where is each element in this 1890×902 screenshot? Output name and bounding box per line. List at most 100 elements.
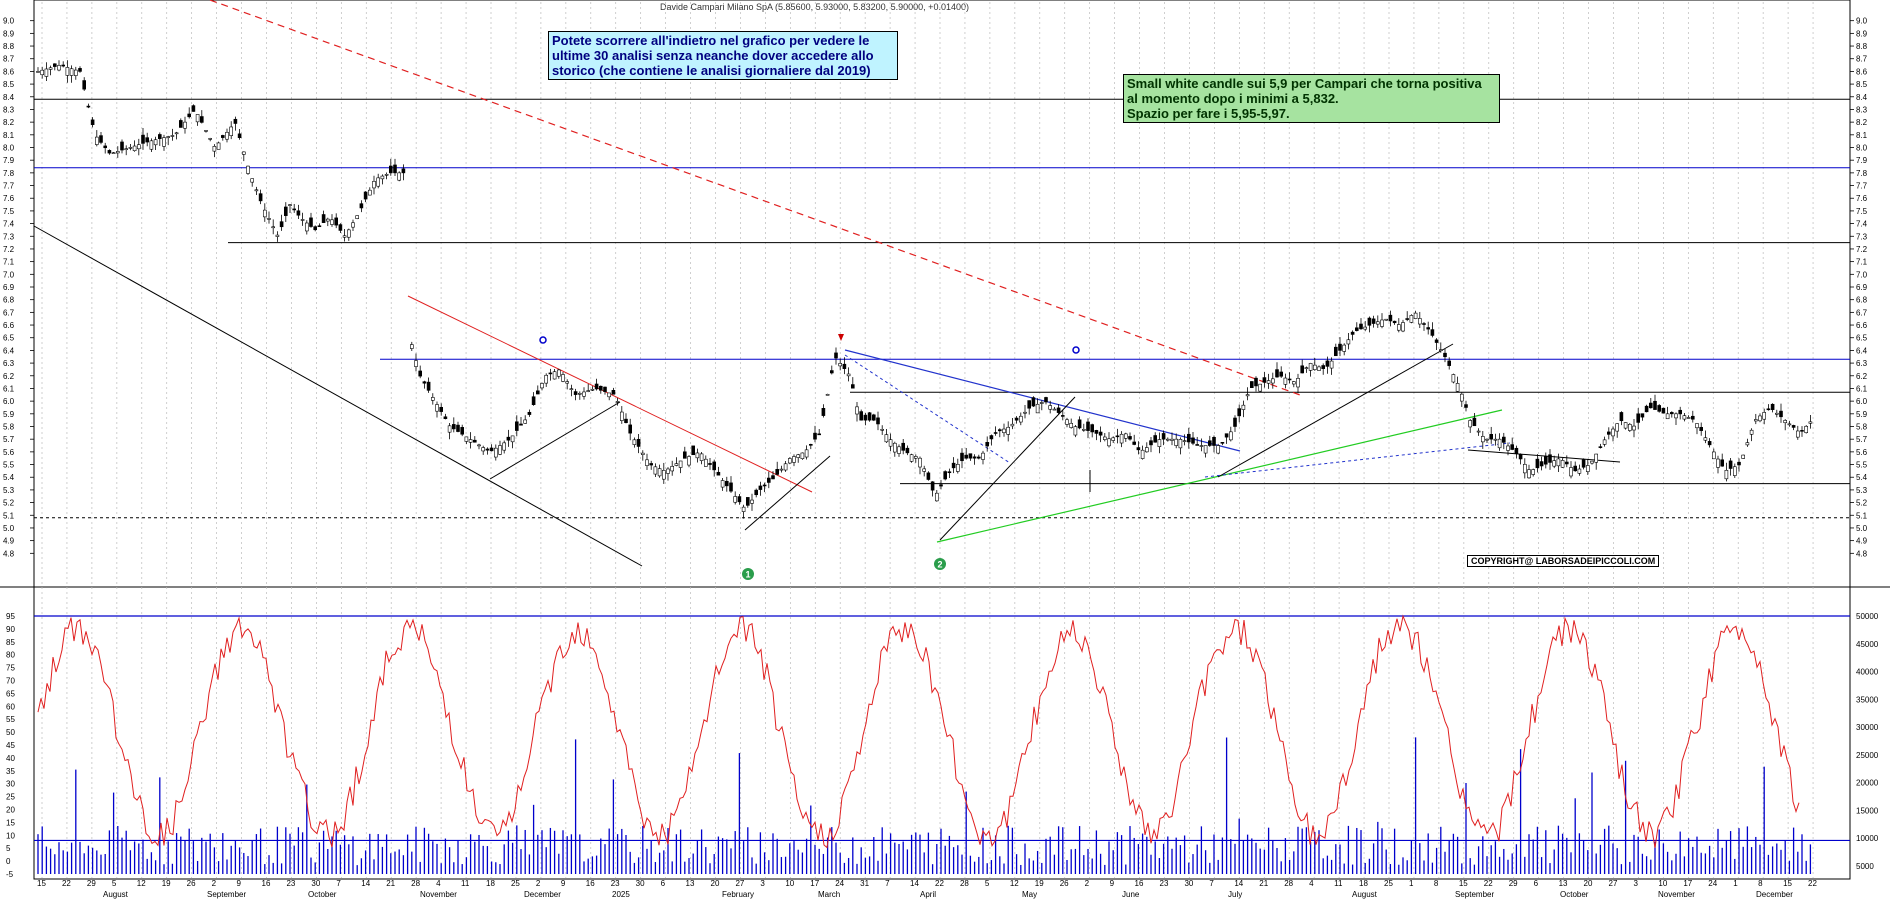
candle-body [561, 374, 565, 382]
candle-body [1283, 377, 1288, 385]
candle-body [262, 209, 267, 218]
date-tick-label: 29 [1509, 879, 1518, 888]
candle-body [981, 452, 985, 460]
price-tick-label-left: 6.7 [3, 308, 15, 317]
candle-body [1334, 346, 1338, 357]
candle-body [250, 178, 254, 183]
candle-body [1548, 454, 1552, 463]
candle-body [670, 466, 675, 472]
date-tick-label: 8 [1758, 879, 1763, 888]
price-tick-label-left: 7.2 [3, 245, 15, 254]
candle-body [1082, 428, 1086, 431]
candle-body [456, 424, 460, 432]
price-tick-label-right: 6.4 [1856, 346, 1868, 355]
dashed-trend-line [844, 354, 1011, 464]
marker-circle [934, 558, 946, 570]
price-tick-label-left: 6.1 [3, 384, 15, 393]
candle-body [317, 225, 322, 228]
candle-body [267, 218, 271, 220]
price-tick-label-left: 7.6 [3, 194, 15, 203]
candle-body [1187, 433, 1191, 443]
price-tick-label-right: 5.7 [1856, 435, 1868, 444]
candle-body [1556, 458, 1561, 467]
candle-body [40, 69, 45, 76]
candle-body [460, 427, 465, 435]
candle-body [1287, 378, 1292, 381]
candle-body [657, 468, 662, 477]
candle-body [418, 370, 423, 377]
candle-body [1174, 438, 1178, 446]
candle-body [1766, 408, 1771, 411]
candle-body [846, 373, 851, 377]
volume-tick-label: 45000 [1856, 640, 1879, 649]
date-tick-label: 16 [1135, 879, 1144, 888]
candle-body [1363, 326, 1367, 330]
price-pane-frame [33, 0, 1851, 588]
candle-body [1254, 377, 1258, 387]
candle-body [976, 456, 981, 459]
price-tick-label-left: 6.9 [3, 283, 15, 292]
candle-body [141, 134, 145, 144]
candle-body [124, 148, 128, 151]
price-tick-label-right: 6.2 [1856, 372, 1868, 381]
candle-body [955, 463, 960, 472]
candle-body [913, 456, 918, 459]
candle-body [699, 453, 704, 461]
candle-body [1691, 415, 1695, 420]
price-tick-label-left: 5.9 [3, 410, 15, 419]
candle-body [598, 385, 603, 391]
candle-body [1569, 467, 1573, 477]
candle-body [422, 381, 427, 384]
date-tick-label: 20 [1584, 879, 1593, 888]
candle-body [569, 388, 574, 391]
date-tick-label: 23 [286, 879, 295, 888]
candle-body [367, 189, 372, 196]
candle-body [1791, 425, 1796, 428]
candle-body [1628, 424, 1632, 431]
candle-body [237, 133, 242, 138]
date-tick-label: 5 [112, 879, 117, 888]
price-tick-label-left: 8.0 [3, 144, 15, 153]
date-tick-label: 18 [486, 879, 495, 888]
oscillator-tick-label: 10 [6, 831, 15, 840]
candle-body [1586, 465, 1590, 472]
candle-body [1741, 454, 1745, 459]
candle-body [1653, 400, 1657, 410]
candle-body [850, 384, 855, 389]
candle-body [905, 447, 910, 454]
analysis-note-line: Small white candle sui 5,9 per Campari c… [1127, 76, 1482, 91]
candle-body [1439, 349, 1443, 351]
candle-body [1304, 367, 1309, 369]
candle-body [624, 418, 628, 423]
candle-body [813, 432, 817, 440]
candle-body [556, 369, 561, 377]
candle-body [1073, 426, 1078, 436]
date-tick-label: 4 [436, 879, 441, 888]
candle-body [1493, 438, 1498, 441]
candle-body [1010, 423, 1015, 427]
date-tick-label: 7 [885, 879, 890, 888]
candle-body [1632, 425, 1636, 431]
candle-body [871, 414, 876, 421]
candle-body [548, 372, 553, 375]
candle-body [1350, 331, 1355, 335]
candle-body [1523, 463, 1527, 474]
candle-body [892, 442, 897, 453]
date-tick-label: 15 [37, 879, 46, 888]
candle-body [1783, 420, 1787, 424]
price-tick-label-right: 5.3 [1856, 486, 1868, 495]
candle-body [1262, 377, 1267, 383]
oscillator-tick-label: 75 [6, 664, 15, 673]
candle-body [888, 439, 893, 447]
candle-body [775, 469, 780, 475]
candle-body [653, 466, 658, 475]
candle-body [346, 229, 351, 238]
candle-body [1145, 447, 1149, 453]
price-tick-label-left: 5.3 [3, 486, 15, 495]
candle-body [342, 235, 347, 238]
candle-body [74, 69, 78, 76]
price-tick-label-right: 8.1 [1856, 131, 1868, 140]
candle-body [1804, 425, 1808, 433]
price-tick-label-right: 8.6 [1856, 67, 1868, 76]
candle-body [309, 217, 313, 227]
